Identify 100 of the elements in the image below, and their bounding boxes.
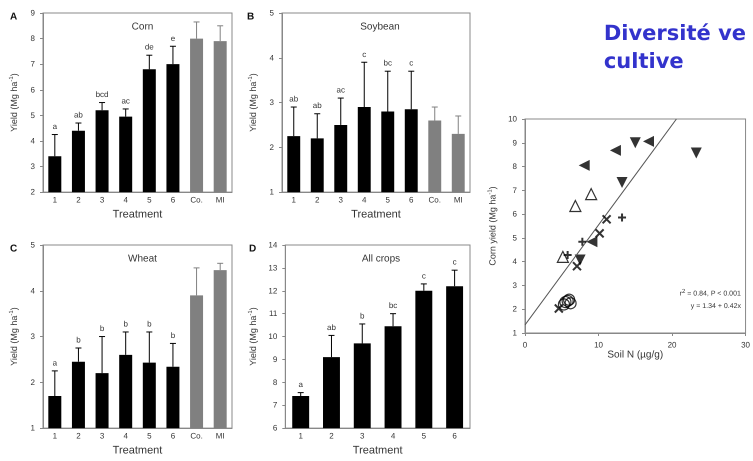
- x-tick-label: MI: [216, 432, 225, 441]
- x-axis-title: Treatment: [112, 444, 162, 456]
- x-tick-label: 2: [76, 432, 82, 441]
- y-tick-label: 10: [268, 332, 278, 342]
- y-tick-label: 7: [512, 186, 518, 195]
- chart-subtitle: B: [247, 12, 254, 22]
- y-tick-label: 5: [30, 110, 36, 120]
- y-tick-label: 5: [30, 240, 36, 250]
- annotation: c: [422, 271, 426, 280]
- x-tick-label: 4: [123, 196, 128, 205]
- y-tick-label: 6: [272, 424, 278, 433]
- point: [554, 304, 564, 314]
- chart-subtitle: C: [10, 244, 18, 254]
- chart-title: Diversité ve cultive: [604, 21, 746, 73]
- x-tick-label: 0: [522, 340, 528, 350]
- y-tick-label: 2: [30, 378, 36, 387]
- y-tick-label: 12: [268, 286, 278, 296]
- point: [630, 137, 641, 148]
- x-tick-label: 1: [52, 432, 58, 441]
- annotation: c: [452, 258, 457, 267]
- point: [586, 236, 598, 248]
- x-tick-label: 5: [147, 432, 152, 441]
- x-tick-label: 6: [452, 432, 458, 441]
- point: [564, 297, 577, 310]
- point: [556, 250, 569, 264]
- x-tick-label: 3: [100, 196, 105, 205]
- x-tick-label: 4: [390, 432, 396, 441]
- y-tick-label: 1: [270, 188, 275, 197]
- point: [643, 136, 654, 147]
- annotation: c: [409, 58, 414, 68]
- annotation: bc: [384, 58, 392, 68]
- y-tick-label: 6: [512, 210, 518, 219]
- y-tick-label: 1: [512, 328, 518, 338]
- annotation: b: [360, 311, 366, 320]
- x-tick-label: 1: [292, 196, 297, 205]
- x-tick-label: 5: [147, 196, 152, 205]
- point: [578, 160, 590, 171]
- point: [577, 236, 588, 247]
- x-tick-label: 3: [338, 196, 344, 205]
- y-tick-label: 8: [272, 378, 278, 387]
- x-tick-label: 3: [360, 432, 366, 441]
- y-tick-label: 2: [270, 142, 275, 152]
- x-tick-label: 10: [594, 340, 604, 350]
- annotation: b: [147, 319, 152, 328]
- y-tick-label: 2: [512, 304, 518, 314]
- annotation: e: [170, 34, 176, 43]
- annotation: b: [76, 335, 82, 344]
- x-axis-title: Treatment: [351, 208, 401, 220]
- x-axis-title: Soil N (µg/g): [607, 349, 664, 360]
- x-tick-label: Co.: [428, 196, 441, 205]
- y-tick-label: 5: [512, 233, 518, 242]
- x-tick-label: 6: [170, 432, 176, 441]
- annotation: bc: [388, 301, 398, 310]
- text: Wheat: [128, 254, 158, 264]
- chart-subtitle: A: [10, 12, 18, 22]
- x-tick-label: 2: [315, 196, 320, 205]
- x-axis-title: Treatment: [352, 444, 403, 456]
- point: [585, 188, 598, 200]
- annotation: ac: [336, 86, 345, 95]
- annotation: ab: [312, 101, 322, 110]
- x-tick-label: 4: [362, 196, 368, 205]
- y-tick-label: 3: [512, 280, 518, 290]
- text: Soybean: [360, 22, 400, 32]
- y-tick-label: 4: [270, 53, 275, 62]
- point: [558, 298, 570, 311]
- annotation: b: [100, 324, 105, 334]
- y-tick-label: 7: [30, 60, 36, 69]
- y-tick-label: 9: [30, 8, 36, 18]
- annotation: bcd: [96, 90, 109, 100]
- annotation: c: [362, 50, 366, 59]
- annotation: a: [298, 380, 304, 390]
- x-tick-label: 2: [329, 432, 334, 441]
- x-tick-label: Co.: [190, 196, 203, 205]
- y-tick-label: 6: [30, 85, 36, 94]
- point: [610, 144, 621, 156]
- x-tick-label: Co.: [190, 432, 203, 441]
- chart-subtitle: D: [249, 244, 256, 254]
- x-tick-label: 5: [386, 196, 391, 205]
- y-tick-label: 2: [30, 188, 36, 197]
- y-tick-label: 4: [512, 257, 518, 266]
- y-tick-label: 7: [272, 400, 278, 410]
- y-tick-label: 1: [30, 424, 36, 433]
- y-tick-label: 4: [30, 136, 36, 146]
- x-tick-label: 2: [76, 196, 82, 205]
- annotation: ab: [74, 110, 84, 120]
- annotation: ac: [121, 96, 130, 106]
- annotation: b: [123, 319, 128, 328]
- point: [602, 214, 612, 224]
- annotation: ab: [289, 94, 299, 104]
- y-tick-label: 9: [512, 138, 518, 148]
- x-tick-label: 6: [170, 196, 176, 205]
- x-tick-label: 4: [123, 432, 128, 441]
- y-tick-label: 9: [272, 354, 278, 364]
- x-tick-label: 30: [741, 340, 751, 350]
- text: All crops: [362, 254, 400, 264]
- annotation: b: [170, 330, 176, 340]
- x-tick-label: 3: [100, 432, 105, 441]
- point: [616, 176, 628, 188]
- point: [690, 148, 702, 158]
- point: [594, 228, 605, 238]
